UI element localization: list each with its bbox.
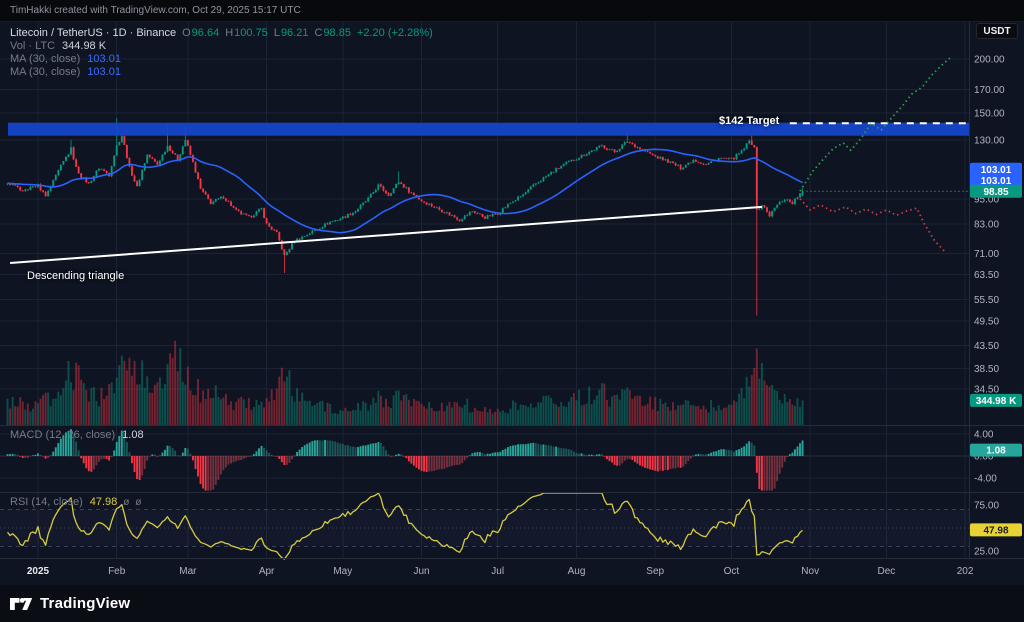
volume-row[interactable]: Vol · LTC 344.98 K — [10, 40, 433, 52]
svg-text:25.00: 25.00 — [974, 547, 999, 558]
svg-text:38.50: 38.50 — [974, 364, 999, 375]
svg-text:-4.00: -4.00 — [974, 474, 997, 485]
ma-row-1[interactable]: MA (30, close) 103.01 — [10, 53, 433, 65]
macd-legend-row[interactable]: MACD (12, 26, close) 1.08 — [10, 429, 144, 441]
candlesticks — [6, 118, 804, 316]
svg-text:Jun: Jun — [413, 566, 429, 577]
close-value: 98.85 — [323, 27, 351, 39]
footer-bar: TradingView — [0, 585, 1024, 622]
macd-value: 1.08 — [122, 429, 144, 441]
svg-text:Apr: Apr — [259, 566, 275, 577]
svg-text:1.08: 1.08 — [986, 446, 1006, 457]
volume-label: Vol · LTC — [10, 40, 56, 52]
svg-text:2025: 2025 — [27, 566, 50, 577]
ma2-label: MA (30, close) — [10, 66, 81, 78]
grid-lines — [0, 22, 969, 558]
ma-row-2[interactable]: MA (30, close) 103.01 — [10, 66, 433, 78]
rsi-more-icon[interactable]: ø — [135, 497, 142, 508]
svg-text:May: May — [333, 566, 352, 577]
svg-text:47.98: 47.98 — [983, 525, 1008, 536]
open-value: 96.64 — [191, 27, 220, 39]
pane-separators — [0, 22, 1024, 559]
high-value: 100.75 — [234, 27, 268, 39]
svg-text:4.00: 4.00 — [974, 430, 994, 441]
attribution-bar: TimHakki created with TradingView.com, O… — [0, 0, 1024, 22]
target-band — [8, 122, 969, 136]
symbol-row[interactable]: Litecoin / TetherUS · 1D · Binance O96.64… — [10, 27, 433, 39]
currency-button[interactable]: USDT — [976, 23, 1018, 39]
low-label: L — [273, 27, 280, 39]
svg-text:0.00: 0.00 — [974, 452, 994, 463]
svg-text:Nov: Nov — [801, 566, 819, 577]
close-label: C — [314, 27, 323, 39]
low-value: 96.21 — [280, 27, 309, 39]
rsi-hide-icon[interactable]: ø — [123, 497, 130, 508]
tradingview-wordmark: TradingView — [40, 595, 131, 612]
svg-text:200.00: 200.00 — [974, 55, 1005, 66]
macd-label: MACD (12, 26, close) — [10, 429, 116, 441]
chart-legend: Litecoin / TetherUS · 1D · Binance O96.64… — [10, 27, 433, 79]
svg-text:63.50: 63.50 — [974, 270, 999, 281]
open-label: O — [182, 27, 191, 39]
svg-text:103.01: 103.01 — [981, 165, 1012, 176]
ma1-value: 103.01 — [87, 53, 121, 65]
attribution-text: TimHakki created with TradingView.com, O… — [10, 5, 301, 16]
volume-bars — [6, 340, 804, 425]
rsi-label: RSI (14, close) — [10, 496, 83, 508]
price-axis[interactable]: 200.00 170.00 150.00 130.00 95.00 83.00 71.00 6… — [970, 55, 1022, 558]
time-axis[interactable]: 2025 Feb Mar Apr May Jun Jul Aug Sep Oct Nov Dec 202 — [27, 566, 974, 577]
volume-value: 344.98 K — [62, 40, 107, 52]
ma2-value: 103.01 — [87, 66, 121, 78]
svg-text:Jul: Jul — [491, 566, 504, 577]
svg-text:34.50: 34.50 — [974, 385, 999, 396]
svg-text:Aug: Aug — [568, 566, 586, 577]
svg-text:Mar: Mar — [179, 566, 197, 577]
projection-down — [799, 198, 946, 253]
tradingview-logo[interactable] — [10, 596, 33, 612]
svg-text:170.00: 170.00 — [974, 85, 1005, 96]
rsi-legend-row[interactable]: RSI (14, close) 47.98 ø ø — [10, 496, 142, 508]
svg-text:Sep: Sep — [646, 566, 664, 577]
rsi-pane — [0, 492, 969, 560]
change-value: +2.20 (+2.28%) — [356, 27, 433, 39]
svg-text:150.00: 150.00 — [974, 109, 1005, 120]
svg-text:Feb: Feb — [108, 566, 126, 577]
svg-text:Dec: Dec — [878, 566, 896, 577]
macd-pane — [0, 429, 969, 491]
triangle-label[interactable]: Descending triangle — [27, 270, 125, 282]
svg-text:130.00: 130.00 — [974, 135, 1005, 146]
svg-text:75.00: 75.00 — [974, 501, 999, 512]
ma1-label: MA (30, close) — [10, 53, 81, 65]
svg-text:98.85: 98.85 — [983, 187, 1008, 198]
target-label[interactable]: $142 Target — [719, 115, 780, 127]
trendline — [10, 205, 762, 264]
svg-text:43.50: 43.50 — [974, 341, 999, 352]
svg-text:103.01: 103.01 — [981, 176, 1012, 187]
svg-text:344.98 K: 344.98 K — [976, 396, 1017, 407]
svg-text:83.00: 83.00 — [974, 220, 999, 231]
rsi-value: 47.98 — [89, 496, 118, 508]
high-label: H — [225, 27, 234, 39]
svg-text:Oct: Oct — [724, 566, 740, 577]
svg-text:49.50: 49.50 — [974, 317, 999, 328]
svg-text:202: 202 — [957, 566, 974, 577]
svg-text:55.50: 55.50 — [974, 295, 999, 306]
ma-line — [7, 148, 803, 234]
svg-text:95.00: 95.00 — [974, 194, 999, 205]
svg-text:71.00: 71.00 — [974, 249, 999, 260]
symbol-title: Litecoin / TetherUS · 1D · Binance — [10, 27, 177, 39]
